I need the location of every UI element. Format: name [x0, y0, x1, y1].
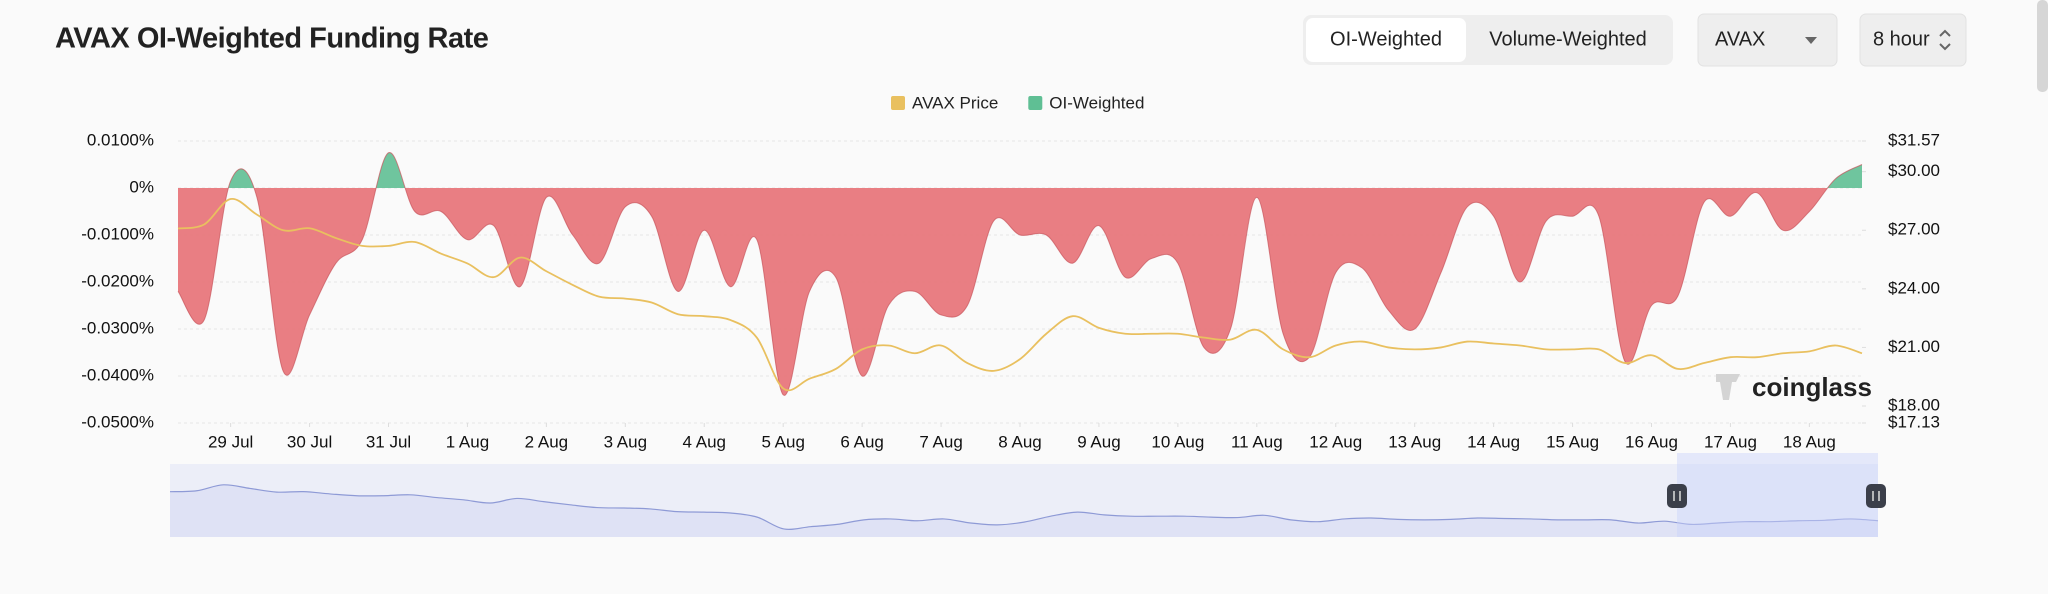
navigator-selection	[1677, 453, 1878, 537]
x-tick-label: 7 Aug	[919, 432, 963, 451]
y2-tick-label: $31.57	[1888, 130, 1940, 149]
x-tick-label: 31 Jul	[366, 432, 411, 451]
price-line	[177, 198, 1863, 392]
y-tick-label: 0%	[129, 177, 154, 196]
x-tick-label: 5 Aug	[761, 432, 805, 451]
x-tick-label: 6 Aug	[840, 432, 884, 451]
x-tick-label: 17 Aug	[1704, 432, 1757, 451]
mode-button-active[interactable]	[1306, 18, 1466, 62]
dropdown-arrow	[1805, 37, 1817, 44]
x-tick-label: 2 Aug	[525, 432, 569, 451]
watermark: coinglass	[1752, 372, 1872, 402]
interval-select[interactable]	[1859, 13, 1967, 67]
navigator-handle[interactable]	[1667, 484, 1687, 508]
y-tick-label: -0.0100%	[81, 224, 154, 243]
y2-tick-label: $27.00	[1888, 220, 1940, 239]
legend-label: OI-Weighted	[1049, 93, 1144, 112]
y2-tick-label: $17.13	[1888, 412, 1940, 431]
x-tick-label: 10 Aug	[1151, 432, 1204, 451]
x-tick-label: 8 Aug	[998, 432, 1042, 451]
funding-area-negative	[178, 188, 1862, 395]
legend-swatch	[891, 96, 905, 110]
y-tick-label: -0.0400%	[81, 365, 154, 384]
x-tick-label: 14 Aug	[1467, 432, 1520, 451]
x-tick-label: 4 Aug	[683, 432, 727, 451]
y2-tick-label: $18.00	[1888, 395, 1940, 414]
x-tick-label: 16 Aug	[1625, 432, 1678, 451]
x-tick-label: 13 Aug	[1388, 432, 1441, 451]
y-tick-label: -0.0500%	[81, 412, 154, 431]
navigator-area	[170, 484, 1878, 537]
y2-tick-label: $24.00	[1888, 278, 1940, 297]
x-tick-label: 18 Aug	[1783, 432, 1836, 451]
spinner-arrows	[1939, 29, 1951, 51]
y2-tick-label: $21.00	[1888, 337, 1940, 356]
navigator-line	[169, 484, 1879, 530]
legend-swatch	[1028, 96, 1043, 110]
x-tick-label: 9 Aug	[1077, 432, 1121, 451]
symbol-select[interactable]	[1697, 13, 1838, 67]
handle-grip	[1872, 491, 1880, 501]
handle-grip	[1673, 491, 1681, 501]
y-tick-label: -0.0200%	[81, 271, 154, 290]
x-tick-label: 3 Aug	[604, 432, 648, 451]
y-tick-label: 0.0100%	[87, 130, 154, 149]
watermark-logo	[1716, 374, 1740, 400]
funding-line	[177, 152, 1863, 396]
navigator-handle[interactable]	[1866, 484, 1886, 508]
x-tick-label: 30 Jul	[287, 432, 332, 451]
mode-label: OI-Weighted	[1330, 28, 1442, 50]
interval-label: 8 hour	[1873, 28, 1930, 50]
mode-label: Volume-Weighted	[1489, 28, 1647, 50]
x-tick-label: 12 Aug	[1309, 432, 1362, 451]
x-tick-label: 29 Jul	[208, 432, 253, 451]
y2-tick-label: $30.00	[1888, 161, 1940, 180]
symbol-label: AVAX	[1715, 28, 1765, 50]
legend-label: AVAX Price	[912, 93, 998, 112]
x-tick-label: 15 Aug	[1546, 432, 1599, 451]
x-tick-label: 1 Aug	[446, 432, 490, 451]
scrollbar[interactable]	[2037, 0, 2048, 92]
x-tick-label: 11 Aug	[1231, 432, 1283, 451]
chart-title: AVAX OI-Weighted Funding Rate	[55, 23, 489, 55]
y-tick-label: -0.0300%	[81, 318, 154, 337]
